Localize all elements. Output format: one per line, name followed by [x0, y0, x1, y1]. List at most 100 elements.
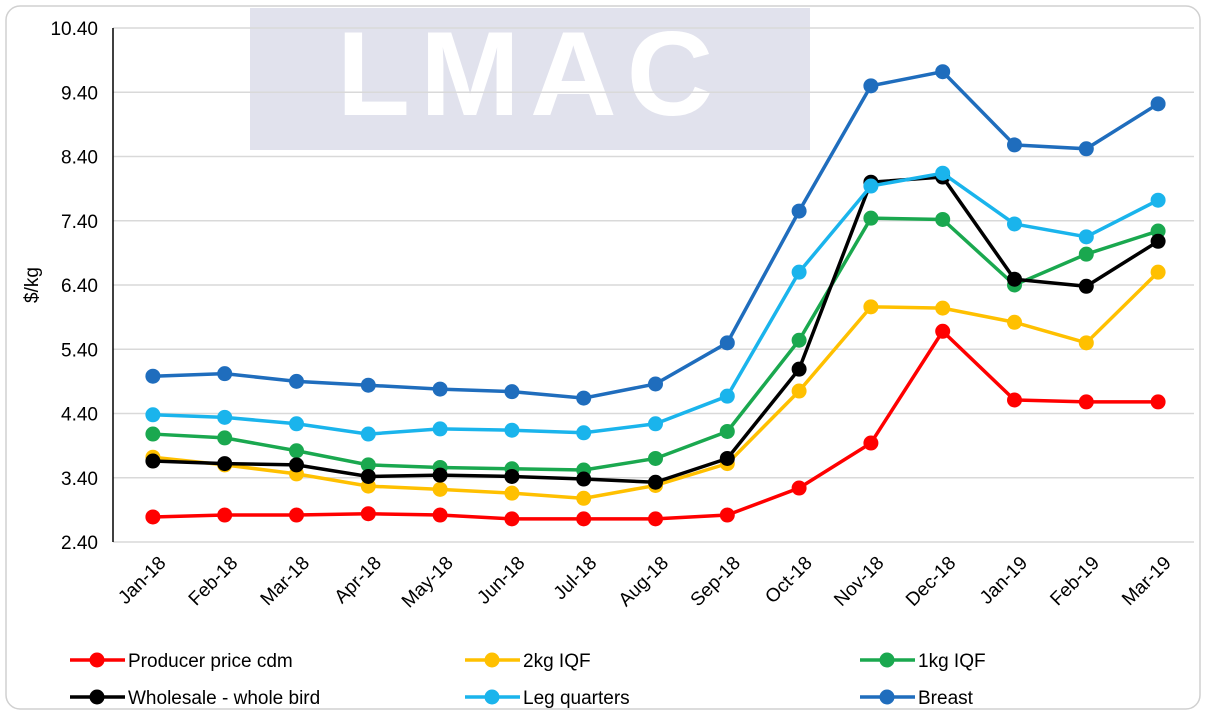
data-point [576, 391, 591, 406]
data-point [504, 384, 519, 399]
data-point [1151, 265, 1166, 280]
data-point [720, 389, 735, 404]
data-point [1151, 96, 1166, 111]
data-point [217, 508, 232, 523]
data-point [863, 211, 878, 226]
data-point [648, 511, 663, 526]
data-point [576, 425, 591, 440]
data-point [145, 407, 160, 422]
data-point [145, 454, 160, 469]
data-point [289, 416, 304, 431]
data-point [1151, 394, 1166, 409]
legend-marker [880, 653, 895, 668]
y-tick-label: 10.40 [50, 19, 98, 40]
data-point [720, 508, 735, 523]
data-point [433, 468, 448, 483]
data-point [1079, 394, 1094, 409]
data-point [648, 451, 663, 466]
y-tick-label: 9.40 [61, 83, 98, 104]
data-point [863, 299, 878, 314]
data-point [935, 301, 950, 316]
y-tick-label: 8.40 [61, 148, 98, 169]
data-point [576, 491, 591, 506]
y-tick-label: 5.40 [61, 340, 98, 361]
legend-marker [90, 653, 105, 668]
data-point [1151, 193, 1166, 208]
data-point [576, 472, 591, 487]
data-point [145, 509, 160, 524]
data-point [1079, 229, 1094, 244]
data-point [863, 436, 878, 451]
data-point [433, 382, 448, 397]
data-point [935, 212, 950, 227]
data-point [361, 506, 376, 521]
legend-marker [90, 690, 105, 705]
data-point [863, 78, 878, 93]
data-point [720, 335, 735, 350]
data-point [289, 457, 304, 472]
data-point [720, 451, 735, 466]
data-point [1007, 315, 1022, 330]
data-point [648, 416, 663, 431]
legend-marker [485, 690, 500, 705]
y-tick-label: 2.40 [61, 533, 98, 554]
data-point [648, 376, 663, 391]
legend-label: Wholesale - whole bird [128, 688, 320, 709]
data-point [863, 179, 878, 194]
data-point [1151, 234, 1166, 249]
data-point [217, 456, 232, 471]
data-point [504, 469, 519, 484]
watermark: LMAC [337, 7, 724, 141]
data-point [289, 443, 304, 458]
legend-label: 1kg IQF [918, 651, 986, 672]
y-tick-label: 4.40 [61, 405, 98, 426]
data-point [648, 475, 663, 490]
data-point [289, 508, 304, 523]
data-point [720, 424, 735, 439]
data-point [935, 64, 950, 79]
data-point [289, 374, 304, 389]
data-point [1079, 279, 1094, 294]
data-point [217, 410, 232, 425]
data-point [1007, 393, 1022, 408]
data-point [792, 481, 807, 496]
data-point [792, 362, 807, 377]
legend-label: Producer price cdm [128, 651, 293, 672]
y-tick-label: 3.40 [61, 469, 98, 490]
data-point [1079, 247, 1094, 262]
data-point [217, 430, 232, 445]
data-point [145, 427, 160, 442]
data-point [576, 511, 591, 526]
data-point [1007, 137, 1022, 152]
data-point [433, 421, 448, 436]
legend-marker [485, 653, 500, 668]
data-point [217, 366, 232, 381]
data-point [935, 324, 950, 339]
data-point [361, 427, 376, 442]
y-tick-label: 7.40 [61, 212, 98, 233]
legend-marker [880, 690, 895, 705]
data-point [935, 166, 950, 181]
data-point [792, 384, 807, 399]
data-point [1007, 216, 1022, 231]
data-point [504, 423, 519, 438]
y-axis-label: $/kg [22, 267, 43, 303]
data-point [433, 482, 448, 497]
chart: LMAC $/kg 2.40 3.40 4.40 5.40 6.40 7.40 8.40 9.… [0, 0, 1206, 715]
data-point [792, 265, 807, 280]
legend-label: Leg quarters [523, 688, 630, 709]
data-point [145, 369, 160, 384]
data-point [504, 511, 519, 526]
data-point [1007, 272, 1022, 287]
data-point [1079, 141, 1094, 156]
data-point [361, 378, 376, 393]
data-point [504, 486, 519, 501]
legend-label: 2kg IQF [523, 651, 591, 672]
data-point [1079, 335, 1094, 350]
data-point [792, 333, 807, 348]
data-point [792, 204, 807, 219]
legend-label: Breast [918, 688, 974, 709]
y-tick-label: 6.40 [61, 276, 98, 297]
data-point [433, 508, 448, 523]
data-point [361, 469, 376, 484]
